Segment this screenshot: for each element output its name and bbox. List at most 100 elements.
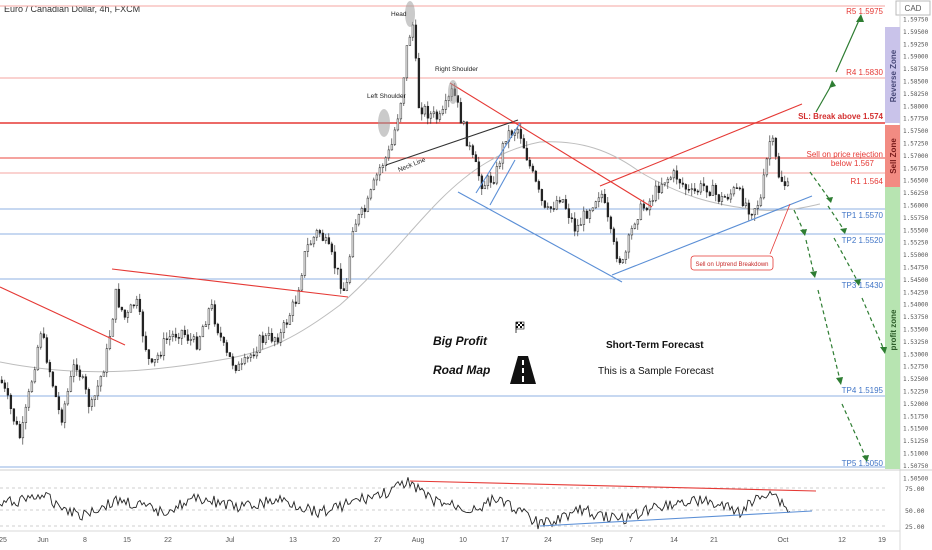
candle-body bbox=[168, 336, 172, 340]
candle-body bbox=[570, 217, 574, 219]
road-icon bbox=[510, 356, 536, 384]
arrow-to-r5 bbox=[835, 17, 861, 73]
candle-body bbox=[195, 336, 199, 350]
time-tick-label: 24 bbox=[544, 537, 552, 544]
candle-body bbox=[747, 202, 751, 215]
candle-body bbox=[60, 409, 64, 423]
left-shoulder-marker bbox=[378, 109, 390, 137]
candle-body bbox=[375, 174, 379, 181]
price-tick-label: 1.52750 bbox=[903, 364, 929, 371]
candle-body bbox=[726, 196, 730, 200]
candle-body bbox=[93, 395, 97, 401]
channel-left bbox=[475, 122, 521, 194]
candle-body bbox=[108, 335, 112, 349]
candle-body bbox=[468, 145, 472, 147]
candle-body bbox=[555, 200, 559, 210]
price-tick-label: 1.56000 bbox=[903, 203, 929, 210]
candle-body bbox=[717, 194, 721, 202]
candle-body bbox=[318, 230, 322, 234]
short-term-forecast-title: Short-Term Forecast bbox=[606, 340, 704, 351]
price-tick-label: 1.55500 bbox=[903, 227, 929, 234]
candle-body bbox=[762, 174, 766, 199]
candle-body bbox=[129, 304, 133, 313]
time-tick-label: 27 bbox=[374, 537, 382, 544]
candle-body bbox=[138, 298, 142, 313]
price-tick-label: 1.56750 bbox=[903, 165, 929, 172]
candle-body bbox=[714, 184, 718, 195]
candle-body bbox=[12, 408, 16, 422]
candle-body bbox=[582, 210, 586, 225]
tp3-label: TP3 1.5430 bbox=[842, 281, 884, 290]
price-tick-label: 1.55000 bbox=[903, 252, 929, 259]
candle-body bbox=[777, 156, 781, 178]
candle-body bbox=[105, 348, 109, 373]
candle-body bbox=[765, 158, 769, 176]
forecast-arrows bbox=[793, 17, 885, 459]
candle-body bbox=[162, 338, 166, 356]
candle-body bbox=[756, 205, 760, 209]
candle-body bbox=[567, 208, 571, 218]
candle-body bbox=[483, 185, 487, 190]
candle-body bbox=[657, 185, 661, 193]
candle-body bbox=[54, 385, 58, 398]
candle-body bbox=[66, 391, 70, 405]
time-tick-label: 7 bbox=[629, 537, 633, 544]
tp2-label: TP2 1.5520 bbox=[842, 236, 884, 245]
candle-body bbox=[204, 324, 208, 327]
candle-body bbox=[771, 137, 775, 142]
candle-body bbox=[645, 207, 649, 211]
candle-body bbox=[735, 187, 739, 189]
candle-body bbox=[207, 308, 211, 326]
currency-label: CAD bbox=[905, 4, 922, 13]
candle-body bbox=[291, 301, 295, 316]
candle-body bbox=[288, 315, 292, 325]
candle-body bbox=[534, 170, 538, 182]
candle-body bbox=[201, 326, 205, 338]
candle-body bbox=[660, 183, 664, 193]
candle-body bbox=[315, 230, 319, 238]
sample-forecast-note: This is a Sample Forecast bbox=[598, 366, 714, 377]
candle-body bbox=[612, 228, 616, 242]
candle-body bbox=[603, 193, 607, 203]
candle-body bbox=[306, 244, 310, 252]
price-tick-label: 1.51500 bbox=[903, 426, 929, 433]
sell-uptrend-callout bbox=[690, 255, 774, 271]
candle-body bbox=[249, 354, 253, 358]
candle-body bbox=[639, 203, 643, 220]
checkered-flag-icon bbox=[515, 321, 525, 333]
candle-body bbox=[30, 381, 34, 392]
candle-body bbox=[513, 132, 517, 136]
candle-body bbox=[198, 336, 202, 350]
candle-body bbox=[231, 356, 235, 366]
candle-body bbox=[465, 121, 469, 147]
candle-body bbox=[357, 214, 361, 225]
candle-body bbox=[177, 337, 181, 339]
price-tick-label: 1.58000 bbox=[903, 103, 929, 110]
candle-body bbox=[636, 219, 640, 225]
candle-body bbox=[753, 208, 757, 216]
candle-body bbox=[378, 167, 382, 176]
price-tick-label: 1.54000 bbox=[903, 302, 929, 309]
candle-body bbox=[273, 337, 277, 342]
candle-body bbox=[381, 165, 385, 169]
candle-body bbox=[285, 322, 289, 325]
candle-body bbox=[255, 351, 259, 357]
candle-body bbox=[702, 183, 706, 187]
candle-body bbox=[354, 223, 358, 232]
candle-body bbox=[411, 24, 415, 38]
candle-body bbox=[678, 179, 682, 184]
candle-body bbox=[642, 203, 646, 209]
candle-body bbox=[672, 170, 676, 179]
candle-body bbox=[120, 306, 124, 311]
candle-body bbox=[360, 208, 364, 215]
big-profit-title: Big Profit bbox=[433, 334, 488, 348]
candle-body bbox=[627, 234, 631, 253]
candle-body bbox=[651, 200, 655, 202]
candle-body bbox=[531, 165, 535, 172]
candle-body bbox=[24, 406, 28, 423]
time-tick-label: Jun bbox=[37, 537, 48, 544]
candle-body bbox=[741, 188, 745, 207]
candle-body bbox=[126, 311, 130, 318]
candle-body bbox=[675, 170, 679, 180]
